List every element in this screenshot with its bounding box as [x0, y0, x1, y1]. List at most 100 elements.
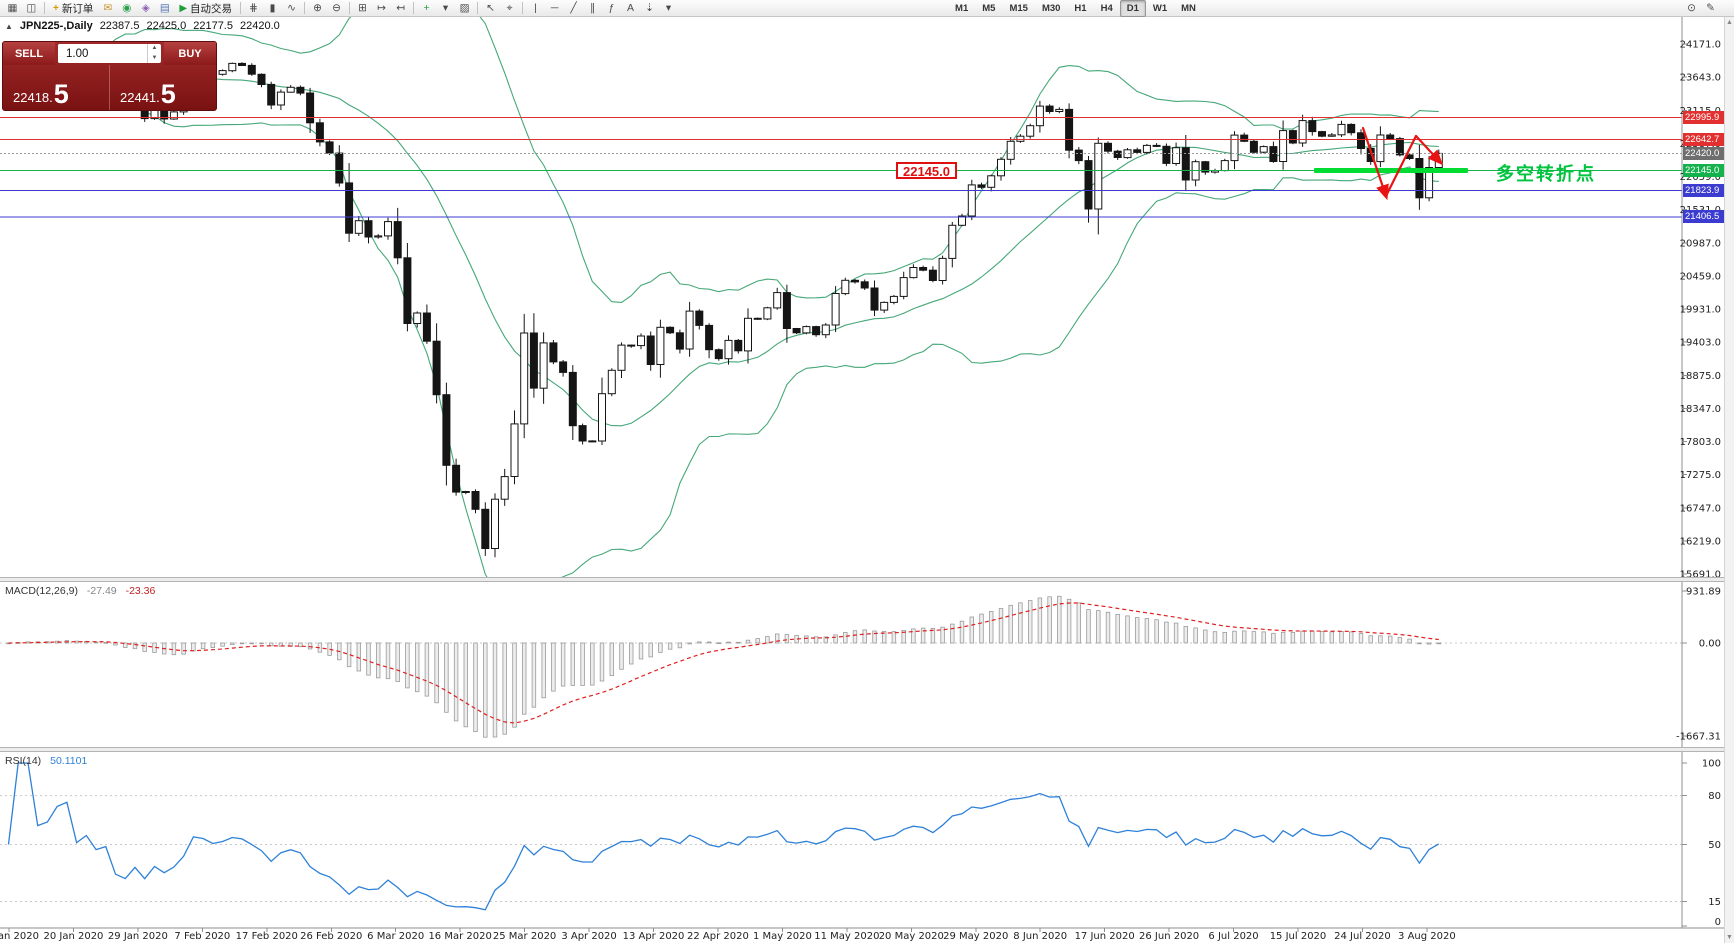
open-value: 22387.5	[99, 20, 140, 32]
price-axis-label: 17803.0	[1680, 437, 1721, 448]
chart-info-line: ▲ JPN225-,Daily 22387.5 22425.0 22177.5 …	[5, 20, 280, 32]
scroll-up-icon[interactable]: ▲	[1726, 19, 1733, 26]
shapes-icon[interactable]: ▾	[665, 1, 672, 14]
templates-icon[interactable]: ▨	[459, 1, 470, 14]
vertical-line-icon[interactable]: |	[534, 1, 537, 14]
zoom-in-icon[interactable]: ⊕	[313, 1, 322, 14]
timeframe-m1[interactable]: M1	[955, 2, 969, 14]
price-axis-label: 24171.0	[1680, 40, 1721, 51]
date-axis-label: 10 Jan 2020	[0, 931, 39, 942]
volume-spinner[interactable]: ▲ ▼	[147, 44, 161, 63]
line-chart-icon[interactable]: ∿	[287, 1, 296, 14]
bar-chart-icon[interactable]: ⋕	[249, 1, 258, 14]
macd-signal-line	[8, 602, 1439, 724]
toolbar: ▦ ◫ + 新订单 ✉ ◉ ◈ ▤ ▶ 自动交易 ⋕ ▮ ∿ ⊕ ⊖ ⊞ ↦ ↤ + ▾ ▨ ↖ ⌖ | ─ ╱ ∥ ƒ A ⇣ ▾ M1 M5…	[0, 0, 1734, 17]
volume-stepper[interactable]: ▲ ▼	[58, 44, 161, 63]
vertical-scrollbar[interactable]: ▲ ▼	[1724, 17, 1734, 943]
macd-name: MACD(12,26,9)	[5, 585, 78, 597]
new-order-button[interactable]: + 新订单	[48, 1, 98, 16]
text-label-icon[interactable]: A	[627, 1, 635, 14]
rsi-value: 50.1101	[50, 755, 88, 767]
volume-up-icon[interactable]: ▲	[151, 45, 158, 51]
price-axis-label: 17275.0	[1680, 470, 1721, 481]
cursor-icon[interactable]: ↖	[486, 1, 495, 14]
price-axis-label: 16747.0	[1680, 503, 1721, 514]
panel-toggle-arrow[interactable]: ▲	[5, 21, 13, 31]
one-click-trading-panel: SELL ▲ ▼ BUY 22418. 5 22441. 5	[2, 41, 217, 111]
macd-axis-label: -1667.31	[1676, 732, 1721, 743]
toolbar-right-group: ⊙ ✎	[1682, 0, 1720, 17]
chart-shift-icon[interactable]: ↤	[396, 1, 405, 14]
annotation-note[interactable]: 多空转折点	[1496, 164, 1596, 184]
date-axis-label: 25 Mar 2020	[493, 931, 556, 942]
timeframe-m15[interactable]: M15	[1009, 2, 1028, 14]
date-axis-label: 15 Jul 2020	[1270, 931, 1327, 942]
price-callout[interactable]: 22145.0	[896, 162, 957, 179]
candlestick-chart-icon[interactable]: ▮	[269, 1, 276, 14]
price-line-tag: 22995.9	[1683, 110, 1724, 124]
timeframe-m30[interactable]: M30	[1041, 2, 1061, 14]
rsi-axis-label: 0	[1715, 917, 1721, 928]
volume-input[interactable]	[58, 44, 147, 63]
date-axis-label: 13 Apr 2020	[623, 931, 685, 942]
fibonacci-icon[interactable]: ƒ	[608, 1, 615, 14]
panel-splitter[interactable]	[0, 577, 1734, 582]
market-watch-icon[interactable]: ◉	[122, 1, 132, 14]
trend-arrow-down-2	[1414, 134, 1443, 166]
high-value: 22425.0	[146, 20, 187, 32]
support-highlight-segment	[1314, 168, 1468, 173]
timeframe-mn[interactable]: MN	[1181, 2, 1196, 14]
trendline-icon[interactable]: ╱	[570, 1, 577, 14]
timeframe-h4[interactable]: H4	[1100, 2, 1113, 14]
new-order-label: 新订单	[61, 2, 94, 15]
buy-price[interactable]: 22441. 5	[109, 65, 216, 110]
sell-price[interactable]: 22418. 5	[3, 65, 109, 110]
panel-splitter[interactable]	[0, 747, 1734, 752]
date-axis-label: 11 May 2020	[814, 931, 879, 942]
mail-icon[interactable]: ✉	[103, 1, 113, 14]
quick-edit-icon[interactable]: ✎	[1706, 1, 1715, 14]
history-center-icon[interactable]: ▤	[159, 1, 170, 14]
timeframe-w1[interactable]: W1	[1152, 2, 1168, 14]
equidistant-channel-icon[interactable]: ∥	[589, 1, 596, 14]
sound-icon[interactable]: ◈	[141, 1, 150, 14]
rsi-axis-label: 100	[1702, 759, 1721, 770]
macd-signal-value: -23.36	[125, 585, 156, 597]
date-axis-label: 6 Mar 2020	[367, 931, 424, 942]
zoom-out-icon[interactable]: ⊖	[332, 1, 341, 14]
date-axis-label: 17 Jun 2020	[1075, 931, 1135, 942]
periods-icon[interactable]: ▾	[442, 1, 449, 14]
scroll-down-icon[interactable]: ▼	[1726, 934, 1733, 941]
crosshair-icon[interactable]: ⌖	[506, 1, 513, 14]
macd-panel	[0, 595, 1682, 738]
chart-annotations[interactable]	[1314, 126, 1468, 201]
price-axis-label: 16219.0	[1680, 536, 1721, 547]
sell-price-main: 22418.	[13, 90, 53, 105]
timeframe-h1[interactable]: H1	[1074, 2, 1087, 14]
search-icon[interactable]: ⊙	[1687, 1, 1696, 14]
timeframe-d1[interactable]: D1	[1119, 0, 1146, 17]
indicators-icon[interactable]: +	[423, 1, 430, 14]
price-axis-label: 20459.0	[1680, 271, 1721, 282]
profiles-icon[interactable]: ◫	[26, 1, 37, 14]
new-chart-icon[interactable]: ▦	[7, 1, 18, 14]
date-axis-label: 22 Apr 2020	[687, 931, 749, 942]
date-axis-label: 3 Aug 2020	[1398, 931, 1456, 942]
toolbar-separator	[413, 2, 415, 14]
auto-scroll-icon[interactable]: ↦	[377, 1, 386, 14]
sell-button[interactable]: SELL	[3, 42, 55, 65]
price-line-tag: 22145.0	[1683, 164, 1724, 178]
volume-down-icon[interactable]: ▼	[151, 54, 158, 61]
autotrading-button[interactable]: ▶ 自动交易	[174, 1, 237, 16]
arrow-objects-icon[interactable]: ⇣	[645, 1, 654, 14]
timeframe-m5[interactable]: M5	[982, 2, 996, 14]
sell-price-big-digit: 5	[53, 79, 69, 109]
main-chart-panel	[0, 17, 1682, 579]
horizontal-line-icon[interactable]: ─	[550, 1, 559, 14]
date-axis-label: 17 Feb 2020	[236, 931, 298, 942]
buy-button[interactable]: BUY	[164, 42, 216, 65]
tile-windows-icon[interactable]: ⊞	[358, 1, 367, 14]
rsi-axis-label: 80	[1708, 791, 1721, 802]
